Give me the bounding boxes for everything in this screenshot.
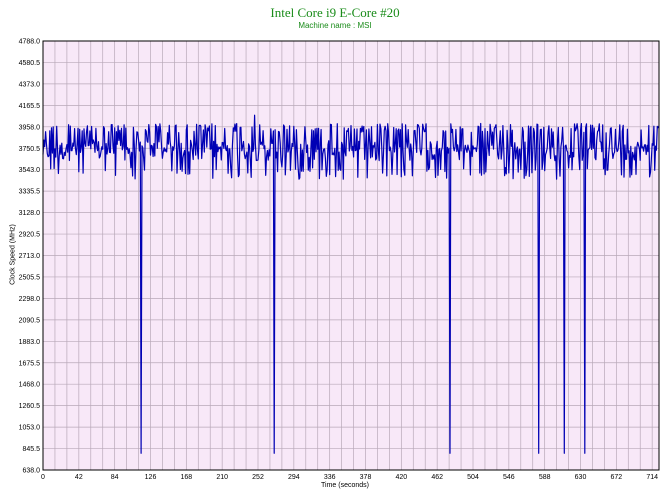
y-tick-label: 638.0: [22, 468, 40, 475]
y-tick-label: 3335.5: [19, 189, 41, 196]
y-tick-label: 2298.0: [19, 296, 41, 303]
y-tick-label: 3543.0: [19, 167, 41, 174]
y-tick-label: 3958.0: [19, 124, 41, 131]
y-tick-label: 1053.0: [19, 425, 41, 432]
y-axis-ticks: 638.0 845.5 1053.0 1260.5 1468.0 1675.5 1883.0…: [19, 39, 41, 475]
x-tick-label: 42: [75, 474, 83, 481]
x-axis-ticks: 0 42 84 126 168 210 252 294 336 378 420 462 504 546 58…: [41, 474, 658, 481]
y-tick-label: 4373.0: [19, 81, 41, 88]
plot-frame: [42, 40, 660, 471]
y-tick-label: 3750.5: [19, 146, 41, 153]
x-tick-label: 378: [360, 474, 372, 481]
y-tick-label: 4165.5: [19, 103, 41, 110]
x-tick-label: 420: [395, 474, 407, 481]
x-tick-label: 126: [145, 474, 157, 481]
x-tick-label: 0: [41, 474, 45, 481]
x-tick-label: 294: [288, 474, 300, 481]
y-tick-label: 2090.5: [19, 317, 41, 324]
y-tick-label: 4580.5: [19, 60, 41, 67]
y-tick-label: 1883.0: [19, 339, 41, 346]
y-tick-label: 1468.0: [19, 382, 41, 389]
y-tick-label: 1675.5: [19, 360, 41, 367]
chart-title: Intel Core i9 E-Core #20: [270, 5, 400, 20]
x-tick-label: 588: [539, 474, 551, 481]
x-tick-label: 168: [180, 474, 192, 481]
y-tick-label: 3128.0: [19, 210, 41, 217]
y-tick-label: 2920.5: [19, 232, 41, 239]
x-tick-label: 210: [216, 474, 228, 481]
x-tick-label: 546: [503, 474, 515, 481]
y-tick-label: 1260.5: [19, 403, 41, 410]
clock-speed-series: [42, 114, 660, 454]
x-tick-label: 252: [252, 474, 264, 481]
y-tick-label: 4788.0: [19, 39, 41, 46]
y-tick-label: 845.5: [22, 446, 40, 453]
y-tick-label: 2713.0: [19, 253, 41, 260]
x-tick-label: 714: [646, 474, 658, 481]
x-tick-label: 504: [467, 474, 479, 481]
x-tick-label: 84: [111, 474, 119, 481]
chart-subtitle: Machine name : MSI: [298, 21, 372, 30]
x-tick-label: 672: [610, 474, 622, 481]
x-tick-label: 336: [324, 474, 336, 481]
x-tick-label: 630: [575, 474, 587, 481]
x-tick-label: 462: [431, 474, 443, 481]
grid-lines: [42, 40, 659, 471]
x-axis-label: Time (seconds): [321, 482, 369, 489]
y-tick-label: 2505.5: [19, 274, 41, 281]
